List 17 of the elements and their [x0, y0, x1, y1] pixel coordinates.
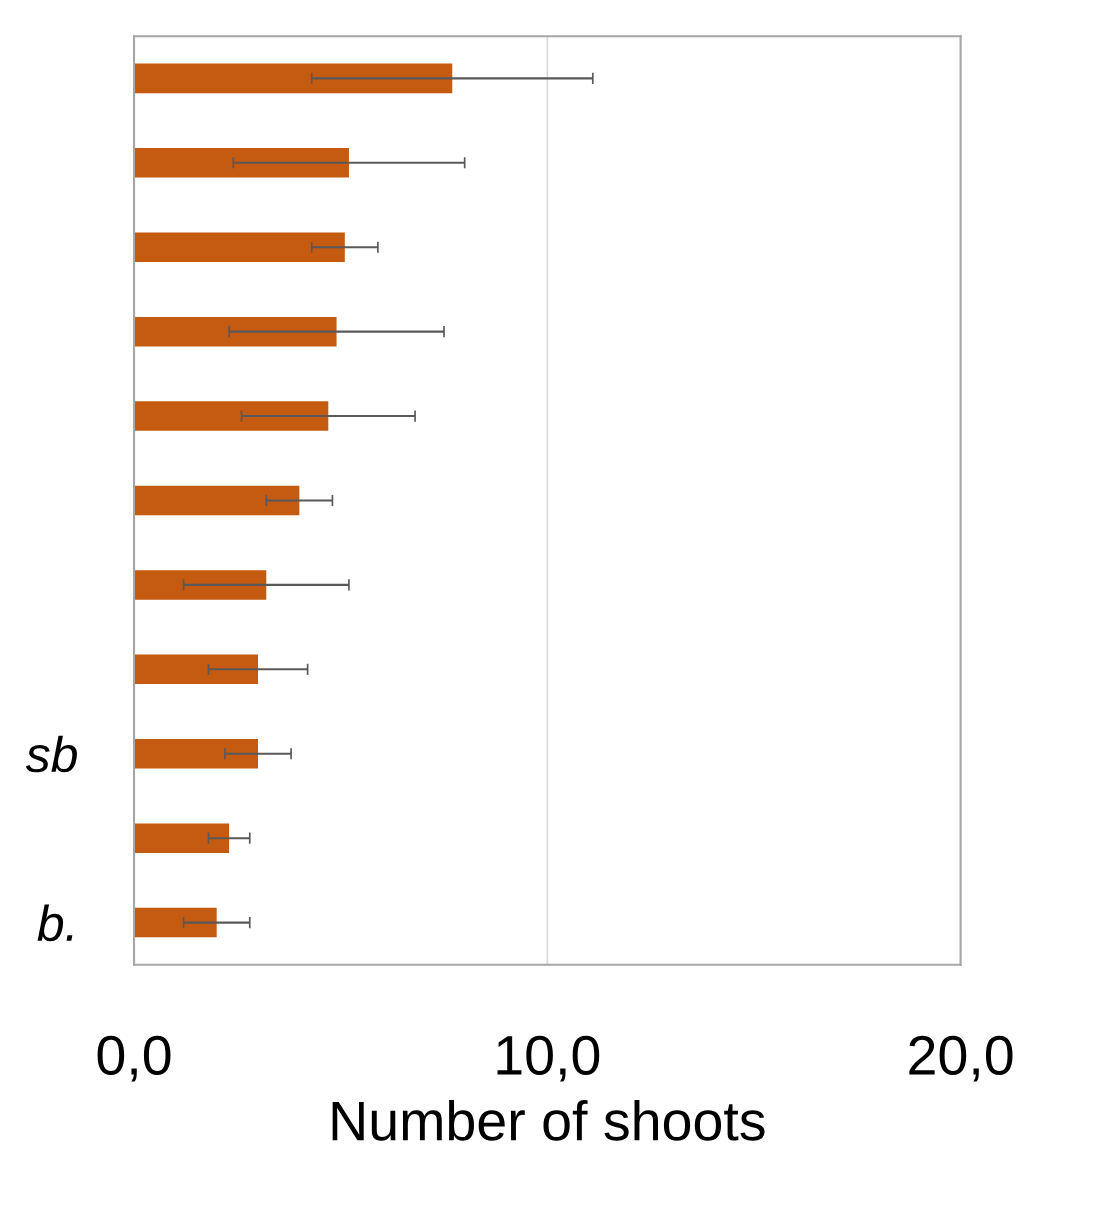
- bar: [134, 485, 300, 516]
- bar: [134, 316, 337, 347]
- bar: [134, 148, 349, 178]
- bar: [134, 401, 329, 431]
- bar: [134, 907, 217, 938]
- y-tick-label: sb: [25, 735, 77, 773]
- x-tick-label: 0,0: [97, 1035, 171, 1082]
- x-tick-label: 20,0: [909, 1035, 1013, 1082]
- bar: [134, 232, 345, 262]
- bar: [134, 738, 259, 769]
- bar: [134, 63, 453, 94]
- bar: [134, 823, 230, 853]
- bar: [134, 654, 259, 685]
- x-axis-title: Number of shoots: [332, 1099, 765, 1141]
- bar: [134, 570, 267, 600]
- x-tick-label: 10,0: [497, 1035, 600, 1082]
- y-tick-label: b.: [37, 904, 73, 942]
